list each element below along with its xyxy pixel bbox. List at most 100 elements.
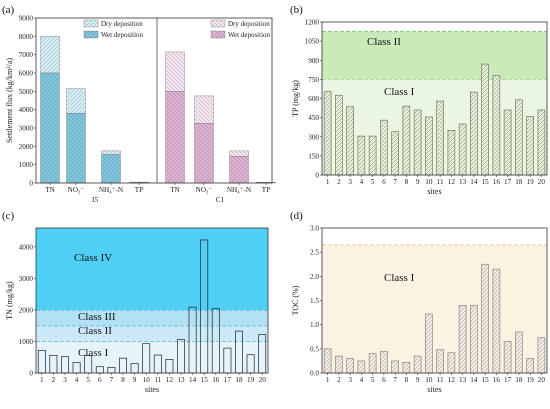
x-tick-label: 17 [224,376,232,384]
x-tick-label: 8 [405,376,409,384]
class-band [36,228,268,310]
legend-label: Wet deposition [101,31,144,39]
y-tick-label: 1050 [305,38,320,46]
bar-hatch [369,353,377,373]
x-tick-label: 6 [382,178,386,186]
bar-hatch [380,120,388,175]
x-tick-label: 1 [326,376,330,384]
y-axis-title: TN (mg/kg) [5,281,14,320]
x-tick-label: 20 [259,376,267,384]
y-tick-label: 0 [29,180,33,188]
x-tick-label: 7 [393,178,397,186]
x-tick-label: 12 [448,178,456,186]
bar-hatch [537,109,545,175]
y-tick-label: 9000 [19,15,34,23]
y-tick-label: 2000 [19,143,34,151]
category-label: TP [262,186,270,194]
wet-bar-hatch [101,154,121,183]
y-tick-label: 900 [308,57,319,65]
x-tick-label: 18 [515,376,523,384]
legend-swatch-hatch [211,20,225,27]
x-tick-label: 15 [482,178,490,186]
x-axis-title: sites [427,187,441,196]
category-label: NH₄⁺-N [227,186,252,194]
bar-hatch [515,99,523,175]
y-tick-label: 8000 [19,33,34,41]
bar-hatch [459,305,467,373]
category-label: TN [45,186,55,194]
bar-hatch [357,136,365,175]
x-tick-label: 1 [326,178,330,186]
legend-swatch-hatch [211,31,225,38]
group-label: I5 [92,196,98,204]
x-tick-label: 18 [235,376,243,384]
y-tick-label: 2.5 [310,249,319,257]
class-label: Class I [384,86,415,98]
x-tick-label: 3 [63,376,67,384]
bar-hatch [515,331,523,373]
category-label: NO₃⁻ [68,186,85,194]
x-tick-label: 14 [189,376,197,384]
x-tick-label: 13 [459,178,467,186]
class-band [322,244,547,373]
x-tick-label: 4 [75,376,79,384]
x-axis-title: sites [145,385,159,394]
plot-frame [35,17,273,184]
y-tick-label: 0.0 [310,370,319,378]
class-label: Class I [78,347,109,359]
bar-hatch [425,314,433,373]
x-tick-label: 13 [459,376,467,384]
x-tick-label: 2 [337,178,341,186]
dry-bar-hatch [229,150,249,157]
y-tick-label: 6000 [19,70,34,78]
y-tick-label: 4000 [19,106,34,114]
x-tick-label: 20 [538,376,546,384]
plot-frame [321,21,548,176]
plot-frame [321,227,548,374]
wet-bar-hatch [66,113,86,183]
bar-hatch [346,106,354,175]
bar-hatch [324,91,332,175]
x-tick-label: 16 [493,178,501,186]
class-label: Class II [367,36,401,48]
y-tick-label: 3.0 [310,225,319,233]
y-tick-label: 4000 [19,243,34,251]
x-tick-label: 4 [360,376,364,384]
y-tick-label: 1.0 [310,321,319,329]
x-axis-title: sites [427,385,441,394]
bar-hatch [447,130,455,175]
bar-hatch [526,358,534,373]
wet-bar-hatch [194,123,214,183]
category-label: TP [135,186,143,194]
x-tick-label: 11 [437,178,444,186]
x-tick-label: 9 [133,376,137,384]
x-tick-label: 5 [371,178,375,186]
legend-label: Dry deposition [228,20,270,28]
dry-bar-hatch [40,36,60,73]
x-tick-label: 16 [493,376,501,384]
x-tick-label: 19 [247,376,255,384]
x-tick-label: 15 [201,376,209,384]
category-label: TN [170,186,180,194]
bar-hatch [369,136,377,175]
x-tick-label: 8 [121,376,125,384]
x-tick-label: 7 [393,376,397,384]
x-tick-label: 9 [416,178,420,186]
y-tick-label: 3000 [19,125,34,133]
bar-hatch [436,101,444,175]
bar-hatch [357,360,365,373]
panel-label: (a) [2,4,15,16]
bar-hatch [402,362,410,373]
x-tick-label: 7 [110,376,114,384]
bar-hatch [391,360,399,373]
x-tick-label: 6 [98,376,102,384]
x-tick-label: 14 [470,376,478,384]
class-band [36,309,268,326]
category-label: NH₄⁺-N [99,186,124,194]
y-tick-label: 5000 [19,88,34,96]
x-tick-label: 12 [448,376,456,384]
bar-hatch [391,131,399,175]
y-axis-title: TOC (%) [291,285,300,315]
x-tick-label: 20 [538,178,546,186]
bar-hatch [380,351,388,373]
